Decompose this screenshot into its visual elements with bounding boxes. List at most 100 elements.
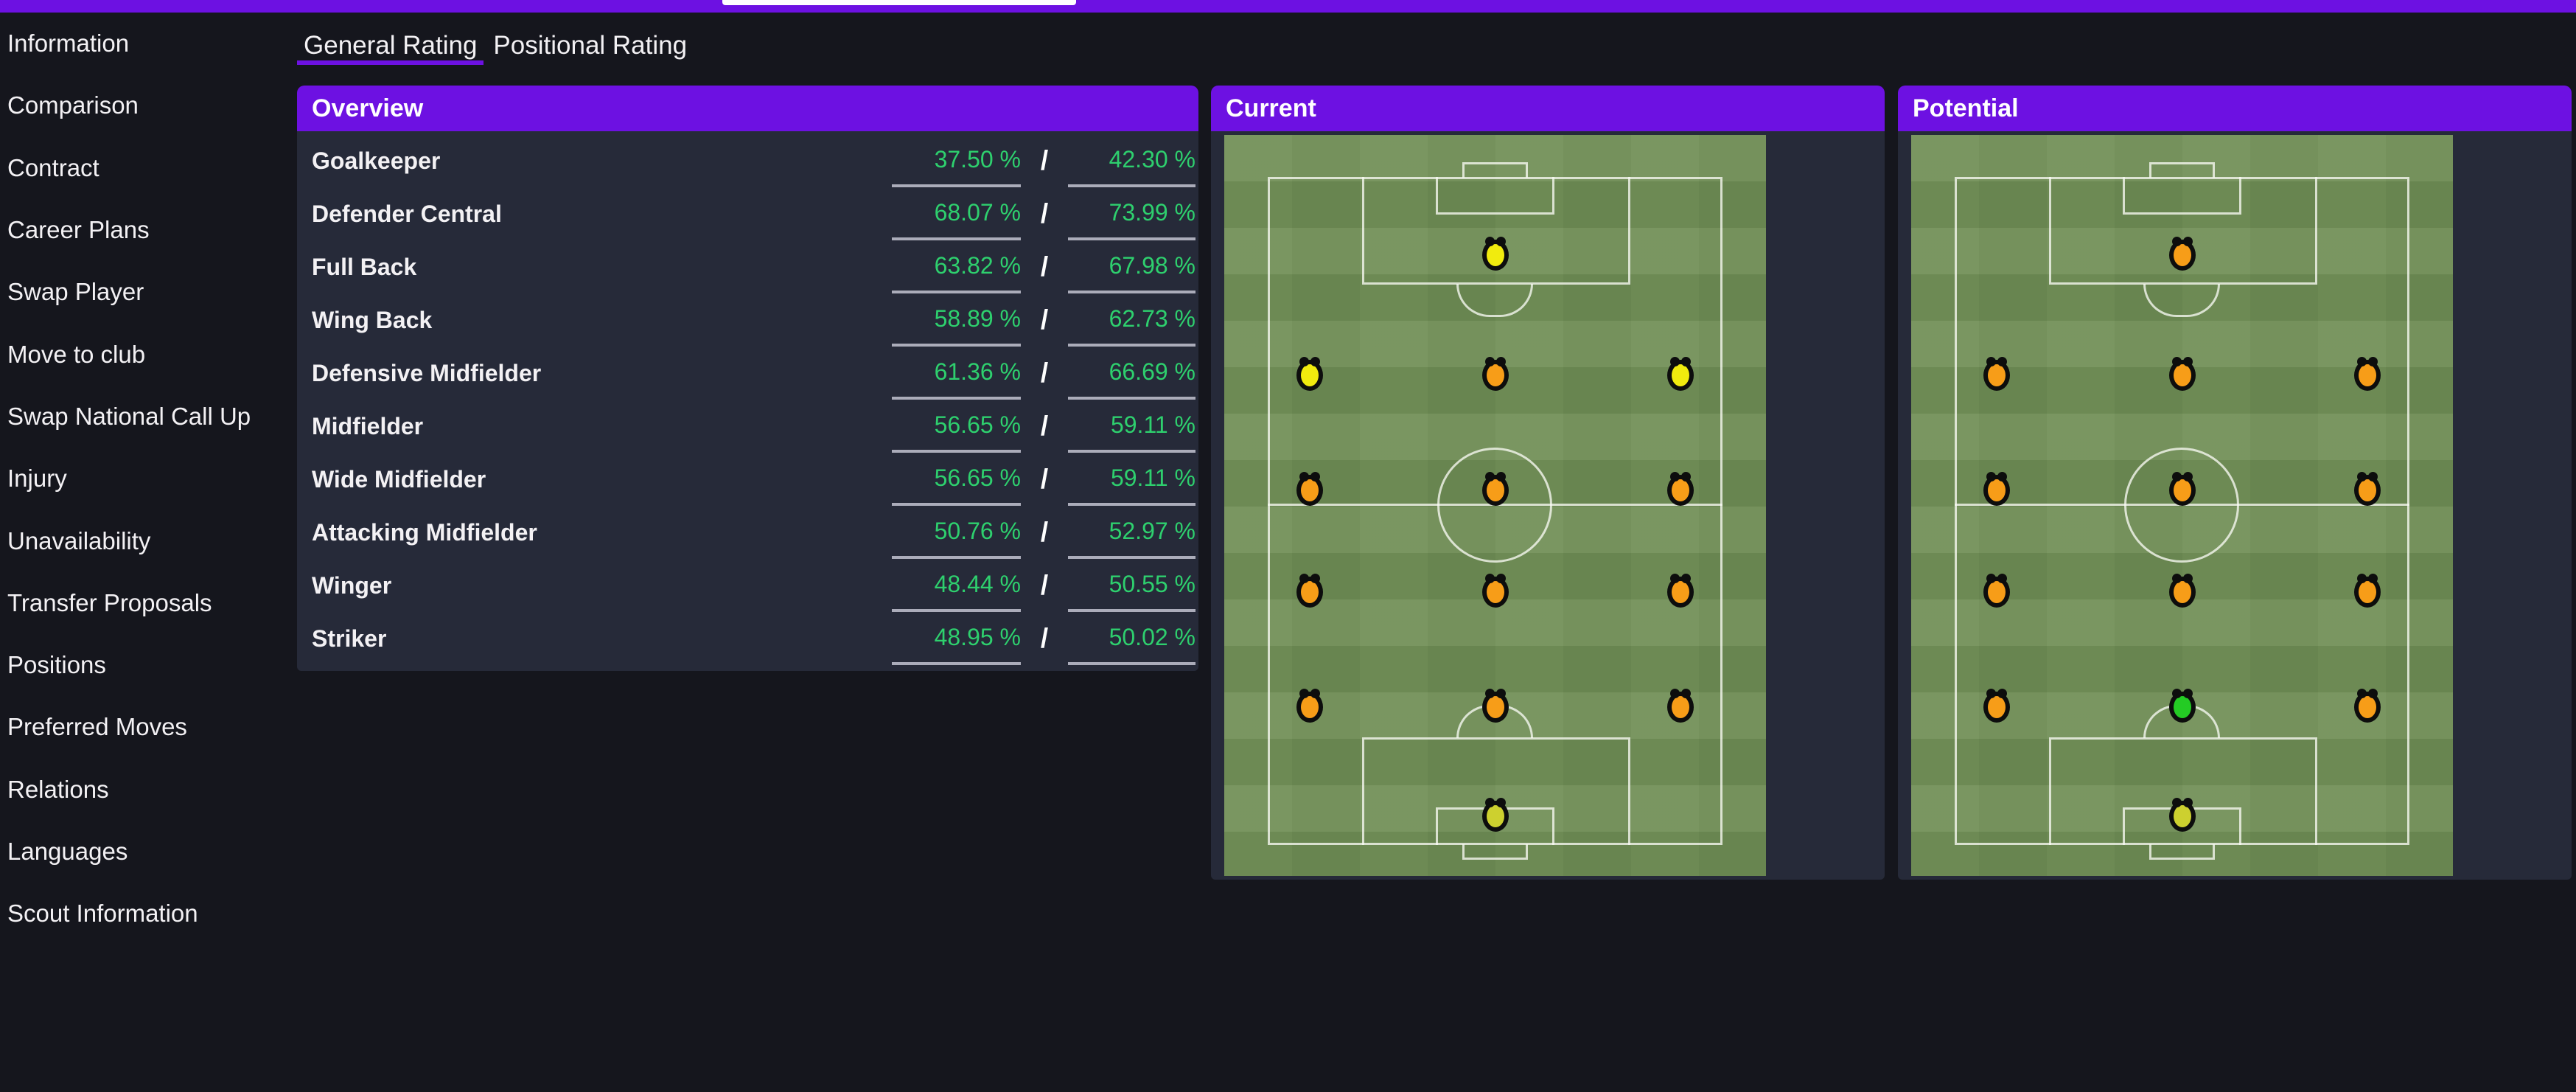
pos-dm-right	[2354, 574, 2381, 608]
current-rating-value: 63.82 %	[892, 240, 1021, 293]
pos-dm-centre	[1481, 574, 1509, 608]
pos-am-right	[1667, 357, 1694, 391]
potential-rating-value: 59.11 %	[1068, 400, 1195, 453]
sidebar-item-career-plans[interactable]: Career Plans	[7, 216, 150, 244]
position-label: Full Back	[312, 253, 417, 280]
sidebar-item-transfer-proposals[interactable]: Transfer Proposals	[7, 588, 212, 616]
pos-am-centre	[1481, 357, 1509, 391]
position-label: Midfielder	[312, 412, 424, 439]
sidebar-item-languages[interactable]: Languages	[7, 838, 128, 865]
sidebar-item-relations[interactable]: Relations	[7, 775, 109, 803]
sidebar-item-scout-information[interactable]: Scout Information	[7, 900, 198, 928]
pos-am-centre	[2168, 357, 2196, 391]
pitch-boundary-line	[1268, 177, 1722, 845]
sidebar-item-injury[interactable]: Injury	[7, 465, 67, 493]
position-label: Defender Central	[312, 200, 502, 227]
current-rating-value: 61.36 %	[892, 347, 1021, 400]
current-rating-value: 48.95 %	[892, 612, 1021, 665]
sidebar-item-comparison[interactable]: Comparison	[7, 91, 139, 119]
pos-mid-left	[1983, 472, 2010, 506]
current-rating-value: 37.50 %	[892, 134, 1021, 187]
rating-separator: /	[1040, 623, 1049, 653]
rating-separator: /	[1040, 251, 1049, 282]
penalty-area-bottom	[1362, 737, 1630, 845]
rating-separator: /	[1040, 358, 1049, 388]
pos-dm-right	[1667, 574, 1694, 608]
current-rating-value: 50.76 %	[892, 506, 1021, 559]
penalty-area-bottom	[2049, 737, 2317, 845]
sidebar-item-unavailability[interactable]: Unavailability	[7, 526, 151, 554]
pos-goalkeeper	[2168, 798, 2196, 832]
goal-top	[1462, 162, 1528, 178]
current-pitch-container	[1211, 131, 1885, 880]
pitch-boundary-line	[1955, 177, 2409, 845]
pos-mid-left	[1296, 472, 1323, 506]
position-label: Goalkeeper	[312, 147, 441, 174]
overview-rating-table: Goalkeeper 37.50 %/42.30 % Defender Centra…	[297, 131, 1198, 671]
potential-rating-value: 50.02 %	[1068, 612, 1195, 665]
pos-goalkeeper	[1481, 798, 1509, 832]
pos-am-left	[1296, 357, 1323, 391]
pos-mid-centre	[1481, 472, 1509, 506]
position-label: Attacking Midfielder	[312, 518, 537, 546]
overview-row-winger: Winger 48.44 % / 50.55 %	[297, 559, 1195, 612]
current-rating-panel: Current	[1211, 86, 1885, 880]
potential-rating-value: 59.11 %	[1068, 453, 1195, 506]
sidebar-item-positions[interactable]: Positions	[7, 651, 106, 679]
potential-pitch	[1911, 135, 2453, 876]
potential-rating-panel: Potential	[1898, 86, 2572, 880]
sidebar-item-contract[interactable]: Contract	[7, 153, 100, 181]
rating-separator: /	[1040, 517, 1049, 547]
rating-tabs: General Rating Positional Rating	[297, 28, 694, 65]
rating-separator: /	[1040, 145, 1049, 175]
top-tab-strip	[0, 0, 2576, 13]
current-panel-title: Current	[1226, 94, 1316, 122]
rating-separator: /	[1040, 198, 1049, 229]
sidebar-item-preferred-moves[interactable]: Preferred Moves	[7, 713, 187, 741]
six-yard-box-top	[2123, 177, 2241, 215]
potential-rating-value: 66.69 %	[1068, 347, 1195, 400]
overview-row-full-back: Full Back 63.82 % / 67.98 %	[297, 240, 1195, 293]
position-label: Wide Midfielder	[312, 465, 486, 493]
overview-row-defender-central: Defender Central 68.07 % / 73.99 %	[297, 187, 1195, 240]
rating-separator: /	[1040, 570, 1049, 600]
position-label: Defensive Midfielder	[312, 359, 542, 386]
pos-def-right	[2354, 689, 2381, 723]
overview-row-midfielder: Midfielder 56.65 % / 59.11 %	[297, 400, 1195, 453]
tab-positional-rating[interactable]: Positional Rating	[493, 31, 688, 60]
current-rating-value: 58.89 %	[892, 293, 1021, 347]
rating-separator: /	[1040, 411, 1049, 441]
overview-row-wide-midfielder: Wide Midfielder 56.65 % / 59.11 %	[297, 453, 1195, 506]
pos-mid-centre	[2168, 472, 2196, 506]
sidebar-item-move-to-club[interactable]: Move to club	[7, 340, 146, 368]
active-top-tab-indicator[interactable]	[722, 0, 1076, 5]
sidebar-item-swap-national-call-up[interactable]: Swap National Call Up	[7, 402, 251, 430]
sidebar-item-swap-player[interactable]: Swap Player	[7, 278, 144, 306]
potential-rating-value: 50.55 %	[1068, 559, 1195, 612]
position-label: Striker	[312, 625, 387, 652]
potential-pitch-container	[1898, 131, 2572, 880]
pos-striker	[1481, 237, 1509, 271]
position-label: Winger	[312, 571, 392, 599]
potential-panel-title: Potential	[1913, 94, 2019, 122]
overview-panel-header: Overview	[297, 86, 1198, 131]
current-rating-value: 68.07 %	[892, 187, 1021, 240]
overview-row-wing-back: Wing Back 58.89 % / 62.73 %	[297, 293, 1195, 347]
current-pitch	[1224, 135, 1766, 876]
overview-title: Overview	[312, 94, 424, 122]
pos-mid-right	[2354, 472, 2381, 506]
goal-bottom	[1462, 844, 1528, 860]
pos-dm-centre	[2168, 574, 2196, 608]
tab-general-rating[interactable]: General Rating	[297, 28, 484, 65]
sidebar-item-information[interactable]: Information	[7, 29, 130, 58]
pos-def-centre	[1481, 689, 1509, 723]
centre-circle	[2124, 448, 2239, 563]
pos-def-left	[1296, 689, 1323, 723]
potential-rating-value: 42.30 %	[1068, 134, 1195, 187]
potential-rating-value: 52.97 %	[1068, 506, 1195, 559]
centre-circle	[1437, 448, 1552, 563]
pos-striker	[2168, 237, 2196, 271]
pos-dm-left	[1983, 574, 2010, 608]
rating-separator: /	[1040, 464, 1049, 494]
potential-rating-value: 73.99 %	[1068, 187, 1195, 240]
